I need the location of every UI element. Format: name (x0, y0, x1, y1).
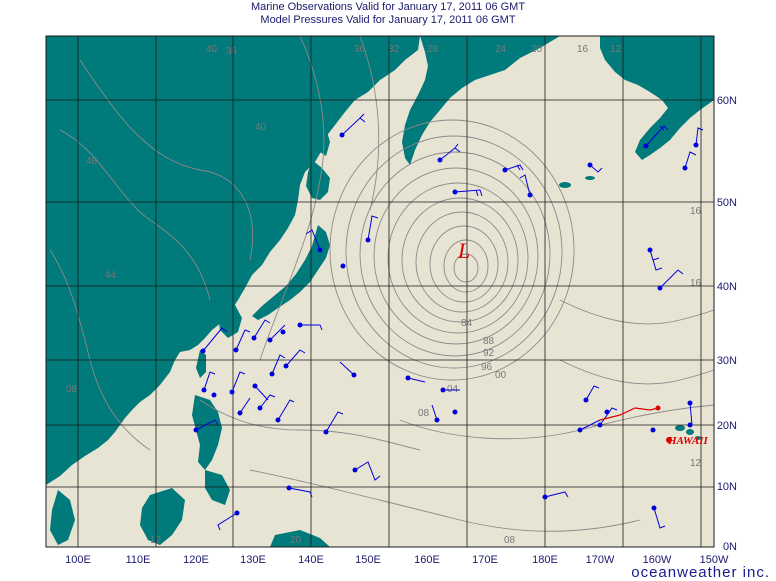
lat-label: 20N (717, 420, 737, 432)
land-taiwan (196, 350, 206, 378)
isobar-label: 36 (226, 46, 238, 57)
isobar-label: 96 (481, 362, 493, 373)
isobar-label: 28 (427, 44, 439, 55)
isobar-label: 48 (86, 156, 98, 167)
lon-label: 110E (126, 554, 151, 566)
isobar-label: 24 (495, 44, 507, 55)
lat-label: 10N (717, 481, 737, 493)
land-malay (50, 490, 75, 545)
isobar-label: 44 (105, 270, 117, 281)
land-philippines (192, 395, 222, 470)
isobar-label: 12 (690, 458, 702, 469)
lat-label: 40N (717, 281, 737, 293)
isobar-label: 00 (495, 370, 507, 381)
lat-label: 0N (723, 541, 737, 553)
land-borneo (140, 488, 185, 545)
lon-label: 160W (643, 554, 672, 566)
isobar-label: 20 (531, 44, 543, 55)
map-title-line1: Marine Observations Valid for January 17… (250, 1, 526, 13)
isobar-label: 20 (290, 535, 302, 546)
longitude-labels: 100E 110E 120E 130E 140E 150E 160E 170E … (65, 554, 729, 566)
lon-label: 170E (472, 554, 498, 566)
isobar-label: 16 (690, 278, 702, 289)
ship-track (599, 407, 659, 421)
isobar-label: 40 (206, 44, 218, 55)
map-title-line2: Model Pressures Valid for January 17, 20… (260, 14, 516, 26)
grid-lines (46, 36, 714, 547)
isobar-label: 32 (388, 44, 400, 55)
land-japan (252, 225, 330, 320)
lon-label: 140E (298, 554, 324, 566)
observation-stations (193, 113, 704, 531)
brand-logo-text: oceanweather inc. (631, 564, 770, 581)
ship-position-marker (655, 405, 661, 411)
land-korea (218, 300, 242, 338)
isobar-label: 12 (610, 44, 622, 55)
lon-label: 160E (414, 554, 440, 566)
land-newguinea (270, 530, 330, 547)
isobar-label: 08 (418, 408, 430, 419)
lon-label: 150E (355, 554, 381, 566)
lon-label: 180E (532, 554, 558, 566)
low-pressure-marker: L (457, 238, 470, 263)
land-kamchatka (402, 36, 560, 165)
hawaii-label: HAWAII (667, 435, 708, 447)
isobar-label: 40 (255, 122, 267, 133)
lat-label: 60N (717, 95, 737, 107)
lon-label: 120E (183, 554, 209, 566)
lon-label: 150W (700, 554, 729, 566)
isobar-label: 88 (483, 336, 495, 347)
lon-label: 170W (586, 554, 615, 566)
isobar-label: 92 (483, 348, 495, 359)
lon-label: 130E (240, 554, 266, 566)
isobar-label: 16 (690, 206, 702, 217)
isobar-label: 08 (66, 384, 78, 395)
land-hokkaido (306, 160, 330, 200)
latitude-labels: 0N 10N 20N 30N 40N 50N 60N (717, 95, 737, 553)
hawaii-marker (666, 437, 672, 443)
wind-barbs (195, 113, 704, 531)
lat-label: 50N (717, 197, 737, 209)
isobar-label: 16 (577, 44, 589, 55)
map-frame (45, 35, 715, 548)
isobar-label: 36 (354, 44, 366, 55)
lat-label: 30N (717, 355, 737, 367)
isobar-label: 08 (504, 535, 516, 546)
land-alaska (600, 36, 714, 160)
land-philippines-south (205, 470, 230, 505)
lon-label: 100E (65, 554, 91, 566)
